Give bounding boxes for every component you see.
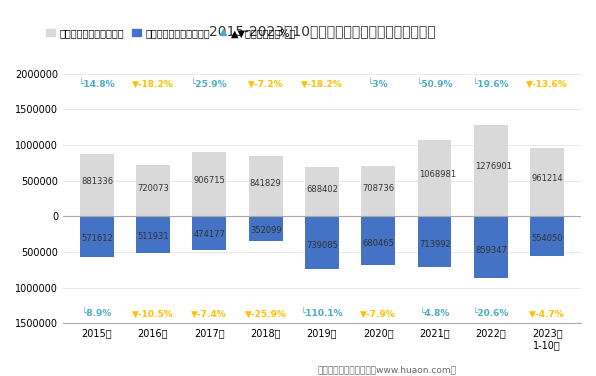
Text: ▼-7.2%: ▼-7.2% bbox=[248, 80, 284, 89]
Bar bbox=[361, 166, 395, 216]
Text: 708736: 708736 bbox=[362, 184, 395, 193]
Text: ▼-18.2%: ▼-18.2% bbox=[301, 80, 343, 89]
Bar bbox=[305, 167, 339, 216]
Bar bbox=[474, 125, 508, 216]
Title: 2015-2023年10月中国与阿根廷进、出口商品总値: 2015-2023年10月中国与阿根廷进、出口商品总値 bbox=[209, 24, 435, 38]
Bar bbox=[136, 165, 170, 216]
Text: ▼-18.2%: ▼-18.2% bbox=[132, 80, 174, 89]
Bar bbox=[361, 216, 395, 265]
Text: └19.6%: └19.6% bbox=[473, 80, 509, 89]
Bar bbox=[418, 140, 451, 216]
Text: └3%: └3% bbox=[368, 80, 389, 89]
Text: 720073: 720073 bbox=[137, 183, 169, 193]
Text: └110.1%: └110.1% bbox=[300, 309, 343, 318]
Bar bbox=[530, 148, 564, 216]
Text: └20.6%: └20.6% bbox=[473, 309, 509, 318]
Text: 906715: 906715 bbox=[194, 176, 225, 185]
Bar bbox=[193, 152, 226, 216]
Bar bbox=[249, 156, 283, 216]
Text: ▼-25.9%: ▼-25.9% bbox=[245, 309, 287, 318]
Bar bbox=[80, 216, 114, 257]
Text: └4.8%: └4.8% bbox=[420, 309, 450, 318]
Text: 474177: 474177 bbox=[194, 230, 225, 240]
Legend: 出口商品总値（万美元）, 进口商品总値（万美元）, ▲▼同比增长率（%）: 出口商品总値（万美元）, 进口商品总値（万美元）, ▲▼同比增长率（%） bbox=[42, 24, 300, 42]
Bar bbox=[249, 216, 283, 241]
Text: 688402: 688402 bbox=[306, 185, 338, 194]
Text: 制图：华经产业研究院（www.huaon.com）: 制图：华经产业研究院（www.huaon.com） bbox=[318, 365, 457, 374]
Text: 881336: 881336 bbox=[81, 177, 113, 186]
Bar bbox=[193, 216, 226, 250]
Bar bbox=[80, 153, 114, 216]
Text: 739085: 739085 bbox=[306, 241, 338, 250]
Text: 961214: 961214 bbox=[532, 174, 563, 183]
Text: ▼-13.6%: ▼-13.6% bbox=[526, 80, 568, 89]
Text: 1068981: 1068981 bbox=[419, 170, 456, 179]
Text: 352099: 352099 bbox=[250, 226, 281, 235]
Text: ▼-7.9%: ▼-7.9% bbox=[361, 309, 396, 318]
Text: 680465: 680465 bbox=[362, 238, 395, 247]
Text: └8.9%: └8.9% bbox=[82, 309, 112, 318]
Text: 713992: 713992 bbox=[419, 240, 451, 249]
Bar bbox=[474, 216, 508, 277]
Text: └25.9%: └25.9% bbox=[191, 80, 228, 89]
Bar bbox=[305, 216, 339, 269]
Text: └14.8%: └14.8% bbox=[78, 80, 115, 89]
Bar bbox=[418, 216, 451, 267]
Text: └50.9%: └50.9% bbox=[417, 80, 453, 89]
Bar bbox=[136, 216, 170, 253]
Text: 859347: 859347 bbox=[475, 246, 507, 255]
Text: 554050: 554050 bbox=[532, 233, 563, 243]
Text: ▼-7.4%: ▼-7.4% bbox=[191, 309, 227, 318]
Text: 571612: 571612 bbox=[81, 234, 113, 243]
Text: ▼-4.7%: ▼-4.7% bbox=[529, 309, 565, 318]
Text: 841829: 841829 bbox=[250, 179, 281, 188]
Text: 511931: 511931 bbox=[137, 232, 169, 241]
Text: 1276901: 1276901 bbox=[475, 162, 512, 171]
Text: ▼-10.5%: ▼-10.5% bbox=[132, 309, 174, 318]
Bar bbox=[530, 216, 564, 256]
